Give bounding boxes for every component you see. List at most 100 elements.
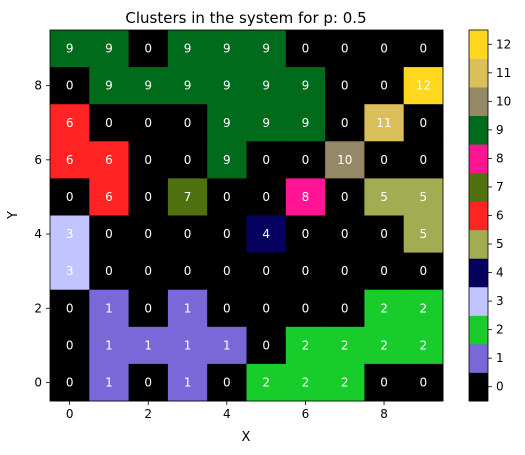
colorbar-segment <box>469 343 488 373</box>
cell-value-label: 2 <box>420 338 428 352</box>
heatmap-cell <box>364 104 405 142</box>
cell-value-label: 2 <box>302 375 310 389</box>
cell-value-label: 0 <box>66 190 74 204</box>
heatmap-cell <box>207 252 247 291</box>
heatmap-cell <box>246 363 287 402</box>
cell-value-label: 0 <box>144 375 152 389</box>
heatmap-cell <box>89 104 129 142</box>
cell-value-label: 3 <box>66 264 74 278</box>
heatmap-cell <box>285 104 326 142</box>
y-axis-label: Y <box>6 211 21 220</box>
heatmap-cell <box>325 30 365 68</box>
heatmap-cell <box>89 178 129 216</box>
cell-value-label: 1 <box>105 375 113 389</box>
heatmap-cell <box>325 104 365 142</box>
x-tick-label: 0 <box>66 407 74 421</box>
heatmap-cell <box>128 326 169 365</box>
cell-value-label: 6 <box>66 116 74 130</box>
cell-value-label: 0 <box>144 42 152 56</box>
y-axis-ticks: 0 2 4 6 8 <box>34 79 50 389</box>
heatmap-cell <box>50 289 90 328</box>
heatmap-cell <box>50 141 90 179</box>
heatmap-cell <box>128 141 169 179</box>
heatmap-cell <box>325 215 365 253</box>
x-axis-ticks: 0 2 4 6 8 <box>66 401 388 421</box>
heatmap-cell <box>167 178 208 216</box>
cell-value-label: 5 <box>380 190 388 204</box>
heatmap-cell <box>403 363 444 402</box>
cell-value-label: 5 <box>420 227 428 241</box>
cell-value-label: 0 <box>184 264 192 278</box>
colorbar-tick-label: 0 <box>496 380 504 394</box>
cell-value-label: 0 <box>105 227 113 241</box>
cell-value-label: 1 <box>184 375 192 389</box>
heatmap-cell <box>285 289 326 328</box>
heatmap-cell <box>89 289 129 328</box>
cell-value-label: 9 <box>223 153 231 167</box>
heatmap-cell <box>207 67 247 105</box>
heatmap-cell <box>364 326 405 365</box>
heatmap-cell <box>285 178 326 216</box>
cell-value-label: 0 <box>302 301 310 315</box>
cell-value-label: 0 <box>144 301 152 315</box>
cell-value-label: 1 <box>144 338 152 352</box>
heatmap-cell <box>89 215 129 253</box>
heatmap-cell <box>325 326 365 365</box>
heatmap-cell <box>167 67 208 105</box>
colorbar-segment <box>469 286 488 316</box>
y-tick-label: 2 <box>34 301 42 315</box>
cell-value-label: 0 <box>420 375 428 389</box>
cell-value-label: 9 <box>184 79 192 93</box>
heatmap-cell <box>246 252 287 291</box>
heatmap-cell <box>50 252 90 291</box>
heatmap-cell <box>128 215 169 253</box>
cell-value-label: 6 <box>66 153 74 167</box>
cell-value-label: 9 <box>262 79 270 93</box>
heatmap-cell <box>207 326 247 365</box>
heatmap-cell <box>207 104 247 142</box>
cell-value-label: 9 <box>105 79 113 93</box>
heatmap-cell <box>89 141 129 179</box>
heatmap-cells: 9 9 0 9 9 9 0 0 0 00 9 9 9 9 9 9 0 0 126 0 0 0 9 9 9 0 11 06 6 0 0 9 0 0 1… <box>50 30 444 402</box>
cell-value-label: 2 <box>302 338 310 352</box>
heatmap-cell <box>246 215 287 253</box>
heatmap-cell <box>167 326 208 365</box>
heatmap-cell <box>246 178 287 216</box>
heatmap-cell <box>246 30 287 68</box>
cell-value-label: 0 <box>66 301 74 315</box>
cell-value-label: 0 <box>380 42 388 56</box>
heatmap-cell <box>285 67 326 105</box>
colorbar-segment <box>469 201 488 231</box>
cell-value-label: 0 <box>380 153 388 167</box>
heatmap-cell <box>364 252 405 291</box>
heatmap-cell <box>167 215 208 253</box>
cell-value-label: 0 <box>420 116 428 130</box>
cell-value-label: 0 <box>302 42 310 56</box>
heatmap-cell <box>207 30 247 68</box>
cell-value-label: 9 <box>262 42 270 56</box>
heatmap-cell <box>325 141 365 179</box>
heatmap-cell <box>364 178 405 216</box>
colorbar-tick-label: 6 <box>496 209 504 223</box>
colorbar-tick-label: 10 <box>496 94 511 108</box>
cell-value-label: 9 <box>66 42 74 56</box>
heatmap-cell <box>207 363 247 402</box>
cell-value-label: 2 <box>341 338 349 352</box>
heatmap-cell <box>403 30 444 68</box>
cell-value-label: 11 <box>376 116 391 130</box>
heatmap-cell <box>128 178 169 216</box>
cell-value-label: 9 <box>223 79 231 93</box>
heatmap-cell <box>246 326 287 365</box>
cell-value-label: 2 <box>420 301 428 315</box>
colorbar-segment <box>469 30 488 59</box>
cell-value-label: 7 <box>184 190 192 204</box>
cell-value-label: 2 <box>380 301 388 315</box>
heatmap-cell <box>325 289 365 328</box>
heatmap-cell <box>207 141 247 179</box>
heatmap-cell <box>285 141 326 179</box>
colorbar-segment <box>469 315 488 345</box>
heatmap-cell <box>128 30 169 68</box>
cell-value-label: 0 <box>302 153 310 167</box>
x-axis-label: X <box>242 430 251 445</box>
cell-value-label: 0 <box>105 116 113 130</box>
